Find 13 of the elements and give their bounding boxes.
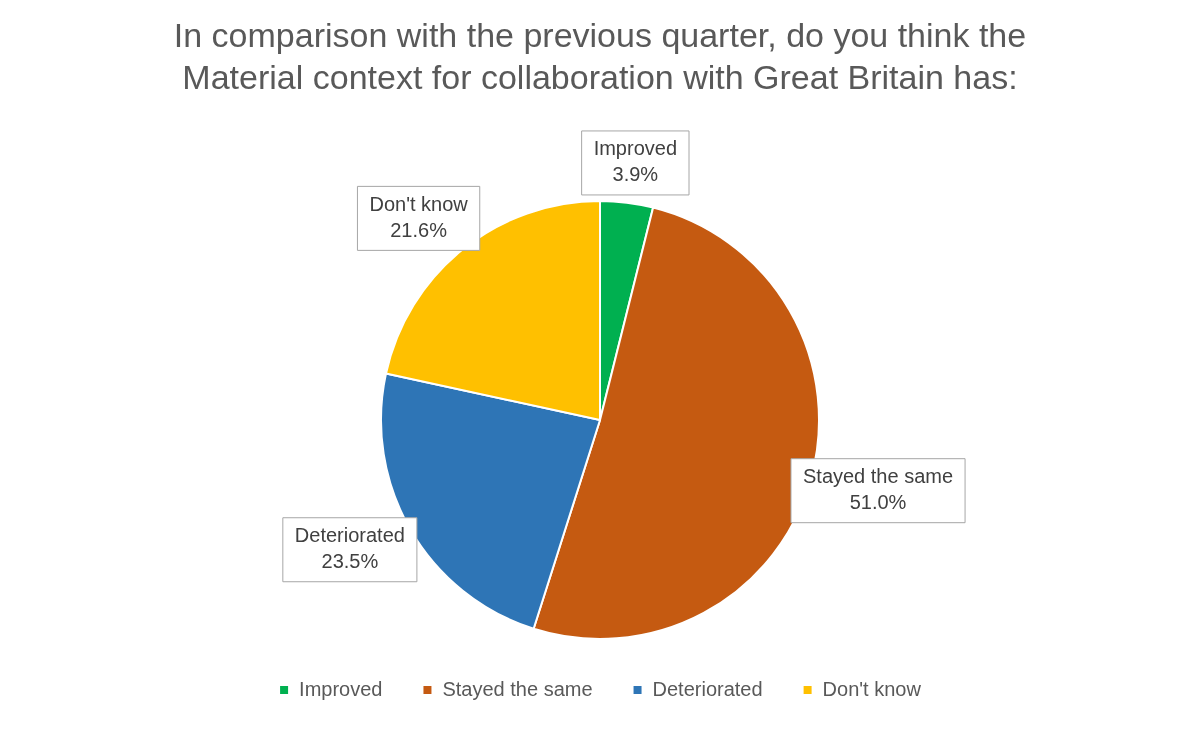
data-label: 51.0% xyxy=(849,491,907,514)
legend-label: Improved xyxy=(299,677,383,700)
data-label: 3.9% xyxy=(612,163,659,186)
data-label: 23.5% xyxy=(321,550,379,573)
legend-label: Deteriorated xyxy=(652,677,763,700)
slice-label: Improved xyxy=(593,137,678,160)
slice-label: Don't know xyxy=(369,192,469,215)
slice-label: Stayed the same xyxy=(802,465,954,488)
slice-label: Deteriorated xyxy=(294,524,405,547)
chart-title: In comparison with the previous quarter, do you think the Material context for collaboration with Great Britain has: xyxy=(172,15,1028,98)
data-label: 21.6% xyxy=(390,218,448,241)
legend-label: Stayed the same xyxy=(442,677,593,700)
legend-label: Don't know xyxy=(822,677,922,700)
